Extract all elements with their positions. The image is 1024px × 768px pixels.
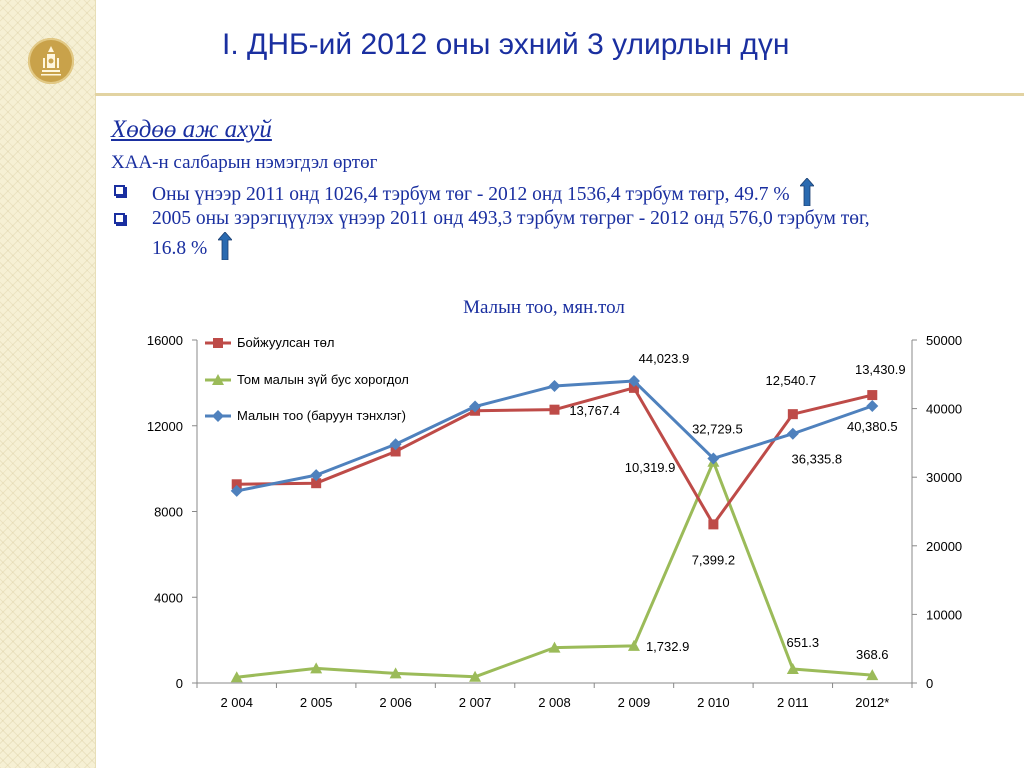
right-tick-label: 10000 (926, 607, 962, 622)
logo-emblem-icon (41, 46, 61, 76)
triangle-marker (212, 374, 224, 385)
data-label: 12,540.7 (766, 373, 817, 388)
x-tick-label: 2 010 (697, 695, 730, 710)
data-label: 7,399.2 (692, 552, 735, 567)
triangle-marker (548, 641, 561, 653)
data-label: 10,319.9 (625, 460, 676, 475)
data-label: 13,767.4 (569, 403, 620, 418)
square-marker (213, 338, 223, 348)
square-marker (867, 390, 878, 401)
diamond-marker (469, 400, 482, 413)
left-tick-label: 16000 (147, 333, 183, 348)
x-axis: 2 004 2 005 2 006 2 007 2 008 2 009 2 010 2 011… (196, 683, 913, 710)
bullet-item-2: 2005 оны зэрэгцүүлэх үнээр 2011 онд 493,… (114, 206, 1014, 262)
x-tick-label: 2 007 (459, 695, 492, 710)
data-label: 32,729.5 (692, 421, 743, 436)
left-axis: 0 4000 8000 12000 16000 (147, 333, 197, 691)
diamond-marker (230, 484, 243, 497)
diamond-marker (707, 452, 720, 465)
bullet-2-text-line1: 2005 оны зэрэгцүүлэх үнээр 2011 онд 493,… (152, 208, 870, 229)
chart-title: Малын тоо, мян.тол (463, 297, 625, 318)
right-tick-label: 40000 (926, 402, 962, 417)
legend-item-0: Бойжуулсан төл (205, 335, 334, 350)
data-label: 44,023.9 (639, 351, 690, 366)
data-labels: 44,023.9 13,767.4 1,732.9 32,729.5 10,319.9 7… (569, 351, 905, 662)
series-0 (231, 382, 878, 530)
data-label: 13,430.9 (855, 362, 906, 377)
bullet-item-1: Оны үнээр 2011 онд 1026,4 тэрбум төг - 2… (114, 178, 1014, 206)
square-marker (787, 409, 798, 420)
diamond-marker (548, 379, 561, 392)
x-tick-label: 2 011 (777, 695, 809, 710)
statistics-office-logo (28, 38, 74, 84)
subheading: ХАА-н салбарын нэмэгдэл өртөг (111, 152, 378, 173)
legend-label: Том малын зүй бус хорогдол (237, 372, 409, 387)
triangle-marker (786, 663, 799, 675)
chart-legend: Бойжуулсан төл Том малын зүй бус хорогдол… (205, 335, 409, 423)
series-1 (230, 455, 879, 683)
up-arrow-icon (218, 232, 233, 260)
checkbox-bullet-icon (114, 213, 125, 224)
diamond-marker (310, 469, 323, 482)
legend-item-1: Том малын зүй бус хорогдол (205, 372, 409, 387)
left-tick-label: 0 (176, 676, 183, 691)
legend-label: Бойжуулсан төл (237, 335, 334, 350)
series-2 (230, 374, 879, 497)
page-title: I. ДНБ-ий 2012 оны эхний 3 улирлын дүн (222, 28, 790, 61)
triangle-marker (469, 670, 482, 682)
right-tick-label: 20000 (926, 539, 962, 554)
bullet-2-text-line2: 16.8 % (152, 238, 208, 259)
square-marker (311, 478, 322, 489)
triangle-marker (310, 662, 323, 674)
square-marker (231, 479, 242, 490)
square-marker (390, 446, 401, 457)
square-marker (549, 404, 560, 415)
x-tick-label: 2 004 (220, 695, 253, 710)
triangle-marker (627, 639, 640, 651)
right-axis: 0 10000 20000 30000 40000 50000 (912, 333, 962, 691)
x-tick-label: 2 008 (538, 695, 571, 710)
title-divider (95, 93, 1024, 96)
left-tick-label: 4000 (154, 590, 183, 605)
data-label: 651.3 (787, 635, 820, 650)
data-label: 368.6 (856, 647, 889, 662)
x-tick-label: 2012* (855, 695, 889, 710)
diamond-marker (389, 438, 402, 451)
left-tick-label: 8000 (154, 505, 183, 520)
square-marker (628, 382, 639, 393)
decorative-side-strip (0, 0, 96, 768)
checkbox-bullet-icon (114, 185, 125, 196)
x-tick-label: 2 006 (379, 695, 412, 710)
diamond-marker (866, 399, 879, 412)
x-tick-label: 2 005 (300, 695, 333, 710)
diamond-marker (627, 374, 640, 387)
data-label: 1,732.9 (646, 639, 689, 654)
series-layer (230, 374, 879, 683)
triangle-marker (230, 671, 243, 683)
right-tick-label: 0 (926, 676, 933, 691)
legend-item-2: Малын тоо (баруун тэнхлэг) (205, 408, 406, 423)
legend-label: Малын тоо (баруун тэнхлэг) (237, 408, 406, 423)
right-tick-label: 30000 (926, 470, 962, 485)
x-tick-label: 2 009 (618, 695, 651, 710)
right-tick-label: 50000 (926, 333, 962, 348)
diamond-marker (212, 410, 224, 422)
data-label: 36,335.8 (792, 452, 843, 467)
up-arrow-icon (800, 178, 815, 206)
diamond-marker (786, 427, 799, 440)
left-tick-label: 12000 (147, 419, 183, 434)
bullet-1-text: Оны үнээр 2011 онд 1026,4 тэрбум төг - 2… (152, 184, 790, 205)
triangle-marker (866, 669, 879, 681)
section-heading: Хөдөө аж ахуй (111, 116, 272, 143)
square-marker (708, 519, 719, 530)
triangle-marker (389, 667, 402, 679)
data-label: 40,380.5 (847, 419, 898, 434)
